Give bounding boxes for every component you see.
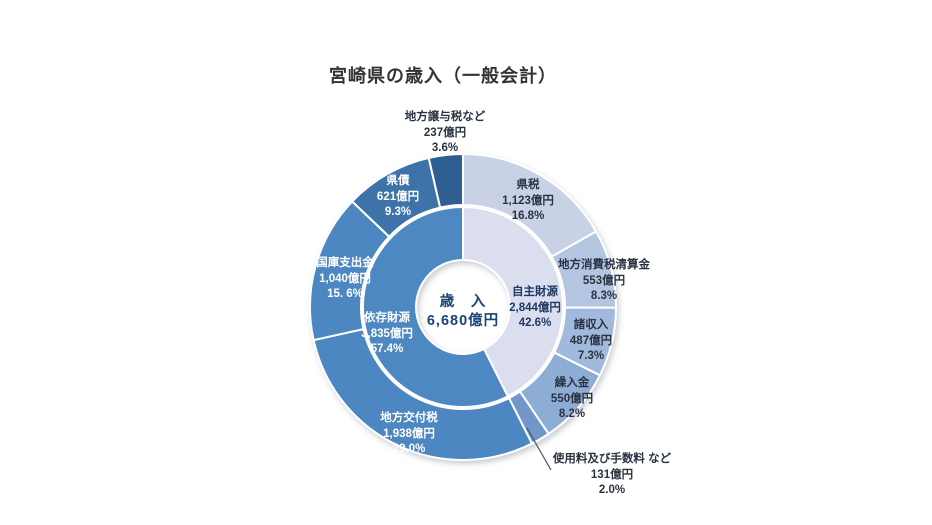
outer-segment-label-4: 使用料及び手数料 など 131億円 2.0% [553, 452, 671, 499]
outer-segment-label-7: 県債 621億円 9.3% [377, 174, 419, 221]
segment-name: 地方譲与税など [404, 110, 486, 123]
segment-name: 諸収入 [573, 318, 609, 331]
segment-amount: 237億円 [423, 126, 467, 139]
segment-amount: 131億円 [590, 468, 634, 481]
outer-segment-label-2: 諸収入 487億円 7.3% [570, 318, 612, 365]
segment-percent: 57.4% [370, 342, 404, 355]
segment-percent: 9.3% [384, 205, 412, 218]
chart-title: 宮崎県の歳入（一般会計） [329, 66, 557, 86]
segment-amount: 3,835億円 [361, 327, 413, 340]
outer-segment-label-6: 国庫支出金 1,040億円 15. 6% [316, 256, 374, 303]
inner-segment-label-0: 自主財源 2,844億円 42.6% [509, 285, 561, 332]
segment-amount: 1,040億円 [319, 272, 371, 285]
segment-name: 繰入金 [554, 376, 590, 389]
segment-name: 地方交付税 [380, 411, 438, 424]
segment-amount: 1,123億円 [502, 194, 554, 207]
leader-line-outer-4 [526, 427, 552, 471]
segment-percent: 2.0% [598, 483, 626, 496]
segment-percent: 16.8% [511, 209, 545, 222]
segment-name: 県債 [386, 174, 410, 187]
outer-segment-label-0: 県税 1,123億円 16.8% [502, 178, 554, 225]
segment-amount: 621億円 [376, 190, 420, 203]
segment-name: 依存財源 [364, 311, 410, 324]
segment-percent: 29.0% [392, 442, 426, 455]
segment-amount: 553億円 [582, 274, 626, 287]
center-title: 歳 入 [439, 294, 487, 310]
outer-segment-5 [312, 327, 534, 461]
outer-segment-label-5: 地方交付税 1,938億円 29.0% [380, 411, 438, 458]
inner-segment-1 [362, 205, 510, 408]
inner-segment-label-1: 依存財源 3,835億円 57.4% [361, 311, 413, 358]
segment-amount: 487億円 [569, 334, 613, 347]
segment-percent: 7.3% [577, 349, 605, 362]
segment-name: 国庫支出金 [316, 256, 374, 269]
segment-percent: 8.2% [558, 407, 586, 420]
segment-percent: 8.3% [590, 289, 618, 302]
outer-segment-label-1: 地方消費税清算金 553億円 8.3% [558, 258, 650, 305]
segment-name: 自主財源 [512, 285, 558, 298]
segment-name: 地方消費税清算金 [558, 258, 650, 271]
center-total-value: 6,680億円 [426, 313, 500, 329]
chart-center-total: 歳 入 6,680億円 [427, 293, 499, 331]
outer-segment-label-8: 地方譲与税など 237億円 3.6% [405, 110, 486, 157]
segment-amount: 550億円 [550, 392, 594, 405]
segment-percent: 42.6% [518, 316, 552, 329]
segment-name: 県税 [516, 178, 540, 191]
outer-segment-label-3: 繰入金 550億円 8.2% [551, 376, 593, 423]
outer-segment-8 [427, 152, 464, 209]
inner-segment-0 [462, 205, 564, 398]
segment-amount: 2,844億円 [509, 301, 561, 314]
segment-amount: 1,938億円 [383, 427, 435, 440]
segment-percent: 3.6% [431, 141, 459, 154]
segment-percent: 15. 6% [327, 287, 363, 300]
segment-name: 使用料及び手数料 など [552, 452, 672, 465]
